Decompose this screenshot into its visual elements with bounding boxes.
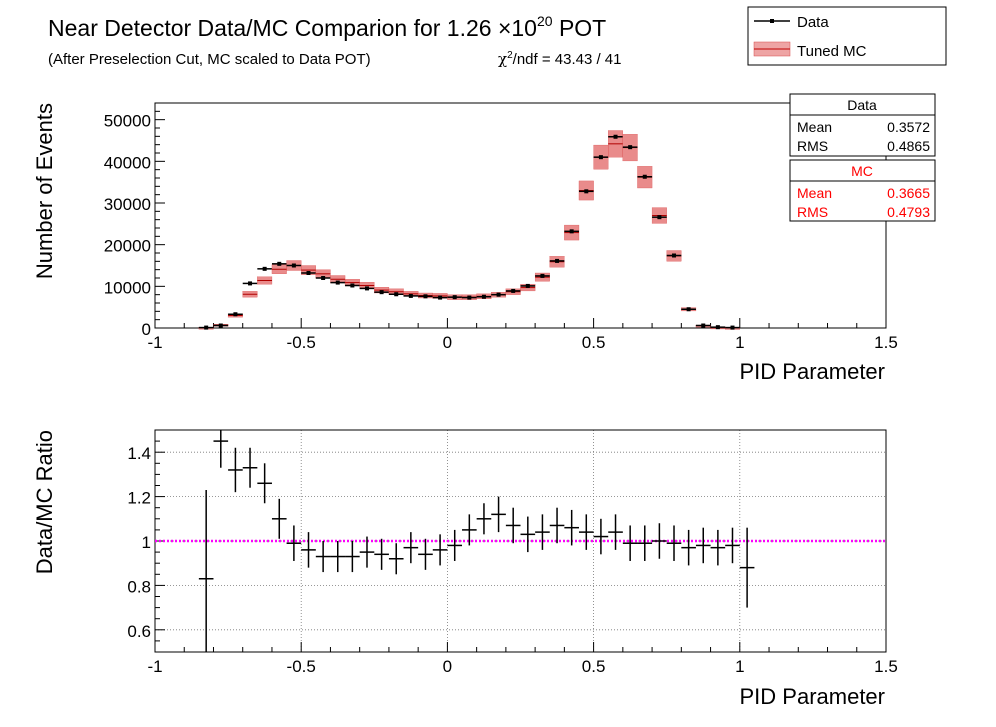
data-point — [525, 283, 530, 288]
ratio-x-tick-label: -0.5 — [287, 657, 316, 676]
top-y-tick-label: 10000 — [104, 278, 151, 297]
data-point — [248, 281, 253, 286]
stats-mc-mean-value: 0.3665 — [887, 185, 930, 201]
data-point — [379, 290, 384, 295]
data-point — [364, 286, 369, 291]
title-exponent: 20 — [537, 13, 553, 29]
ratio-y-tick-label: 1 — [142, 533, 151, 552]
stats-data-title: Data — [847, 97, 877, 113]
title-suffix: POT — [553, 15, 607, 41]
data-point — [657, 215, 662, 220]
ratio-y-tick-label: 0.8 — [127, 577, 151, 596]
top-x-tick-label: 0.5 — [582, 333, 606, 352]
data-point — [452, 295, 457, 300]
data-point — [438, 295, 443, 300]
ratio-marks — [155, 430, 886, 652]
data-point — [555, 258, 560, 263]
data-point — [277, 261, 282, 266]
top-y-tick-label: 20000 — [104, 237, 151, 256]
chart-subtitle: (After Preselection Cut, MC scaled to Da… — [48, 51, 371, 68]
data-point — [394, 292, 399, 297]
data-point — [306, 271, 311, 275]
top-plot-marks — [198, 130, 740, 330]
top-y-tick-label: 30000 — [104, 195, 151, 214]
chi2-sup: 2 — [507, 50, 513, 61]
legend-data-label: Data — [797, 14, 829, 31]
ratio-y-tick-label: 1.4 — [127, 444, 151, 463]
legend-data-marker — [770, 19, 774, 23]
stats-mc-mean-label: Mean — [797, 185, 832, 201]
data-point — [335, 280, 340, 285]
chart-title: Near Detector Data/MC Comparion for 1.26… — [48, 13, 606, 41]
legend-mc-label: Tuned MC — [797, 43, 867, 60]
top-x-tick-label: -1 — [147, 333, 162, 352]
data-point — [730, 325, 735, 330]
data-point — [291, 263, 296, 268]
data-point — [423, 294, 428, 299]
stats-data-mean-value: 0.3572 — [887, 119, 930, 135]
data-point — [204, 325, 209, 330]
data-point — [598, 155, 603, 160]
ratio-x-tick-label: 1 — [735, 657, 744, 676]
data-point — [686, 307, 691, 312]
ratio-x-tick-label: 0.5 — [582, 657, 606, 676]
ratio-x-tick-label: 0 — [443, 657, 452, 676]
data-point — [321, 276, 326, 280]
ratio-x-tick-label: -1 — [147, 657, 162, 676]
ratio-xlabel: PID Parameter — [740, 684, 886, 709]
top-x-tick-label: 0 — [443, 333, 452, 352]
data-point — [408, 293, 413, 298]
data-point — [569, 229, 574, 234]
data-point — [642, 174, 647, 179]
data-point — [467, 295, 472, 300]
top-axes: -1 -0.5 0 0.5 1 1.5 0 10000 20000 30000 40000 50000 — [104, 102, 898, 352]
legend: Data Tuned MC — [747, 6, 947, 66]
top-xlabel: PID Parameter — [740, 359, 886, 384]
chi2-text: /ndf = 43.43 / 41 — [513, 51, 622, 68]
data-point — [481, 294, 486, 299]
data-point — [350, 283, 355, 288]
stats-mc-rms-value: 0.4793 — [887, 204, 930, 220]
data-point — [628, 145, 633, 150]
stats-data-mean-label: Mean — [797, 119, 832, 135]
stats-data-rms-label: RMS — [797, 138, 828, 154]
stats-data-box: Data Mean 0.3572 RMS 0.4865 — [789, 93, 936, 157]
data-point — [218, 323, 223, 328]
top-x-tick-label: 1.5 — [874, 333, 898, 352]
stats-mc-title: MC — [851, 163, 873, 179]
ratio-ylabel: Data/MC Ratio — [32, 430, 57, 574]
ratio-x-tick-label: 1.5 — [874, 657, 898, 676]
stats-mc-rms-label: RMS — [797, 204, 828, 220]
data-point — [233, 312, 238, 317]
top-y-tick-label: 40000 — [104, 153, 151, 172]
top-y-tick-label: 50000 — [104, 112, 151, 131]
ratio-y-tick-label: 1.2 — [127, 489, 151, 508]
ratio-axes: -1 -0.5 0 0.5 1 1.5 0.6 0.8 1 1.2 1.4 — [127, 429, 898, 676]
data-point — [701, 323, 706, 328]
data-point — [672, 253, 677, 258]
stats-mc-box: MC Mean 0.3665 RMS 0.4793 — [789, 159, 936, 222]
top-ylabel: Number of Events — [32, 103, 57, 279]
data-point — [511, 288, 516, 293]
data-point — [540, 273, 545, 278]
stats-data-rms-value: 0.4865 — [887, 138, 930, 154]
data-point — [715, 325, 720, 330]
data-point — [613, 134, 618, 139]
chi2-label: χ2/ndf = 43.43 / 41 — [498, 50, 622, 68]
data-point — [584, 189, 589, 194]
data-point — [496, 292, 501, 297]
top-x-tick-label: -0.5 — [287, 333, 316, 352]
data-point — [262, 266, 267, 271]
ratio-y-tick-label: 0.6 — [127, 622, 151, 641]
top-x-tick-label: 1 — [735, 333, 744, 352]
top-y-tick-label: 0 — [142, 320, 151, 339]
